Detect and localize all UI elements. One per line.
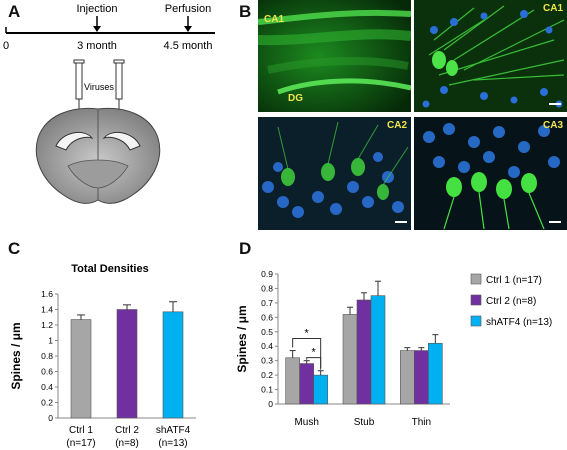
hippocampus-left <box>55 131 94 151</box>
chart-d-legend-swatch <box>470 294 482 306</box>
chart-c-ytick-label: 1.4 <box>41 305 53 315</box>
chart-d-ytick-label: 0.9 <box>261 269 273 279</box>
panel-label-c: C <box>8 239 21 258</box>
injection-time-label: 3 month <box>77 40 117 52</box>
chart-d-sig-star: * <box>312 347 317 359</box>
chart-d-category-label: Mush <box>294 417 318 428</box>
chart-c-ytick-label: 0.4 <box>41 382 53 392</box>
chart-c-category-n: (n=17) <box>66 438 95 449</box>
chart-d-sig-bracket <box>292 338 322 368</box>
chart-c-ytick-label: 1 <box>48 336 53 346</box>
chart-d-bar <box>285 357 300 405</box>
chart-d-legend-swatch <box>470 273 482 285</box>
injection-arrow-head <box>93 26 101 32</box>
chart-c-category-label: Ctrl 1 <box>69 425 93 436</box>
chart-d-category-label: Stub <box>354 417 375 428</box>
chart-d-ytick-label: 0.5 <box>261 327 273 337</box>
panel-label-a: A <box>8 2 21 21</box>
chart-d-bar <box>356 299 372 405</box>
chart-d-ytick-label: 0.2 <box>261 370 273 380</box>
chart-c-ytick-label: 0.8 <box>41 351 53 361</box>
chart-d-bar <box>342 314 358 405</box>
panel-label-b: B <box>239 2 252 21</box>
ca2-label: CA2 <box>387 120 408 131</box>
brain-lower-structure <box>67 159 129 189</box>
chart-d-ytick-label: 0.4 <box>261 341 273 351</box>
injection-label: Injection <box>77 3 118 15</box>
timeline: 0 Injection 3 month Perfusion 4.5 month <box>3 3 215 52</box>
micrograph-ca3: CA3 <box>414 117 567 230</box>
chart-d-bar <box>313 374 328 405</box>
chart-c-category-label: Ctrl 2 <box>115 425 139 436</box>
chart-d-sig-star: * <box>305 328 310 340</box>
chart-d-legend-label: shATF4 (n=13) <box>486 317 552 328</box>
chart-d-bar <box>428 343 443 405</box>
chart-c-title: Total Densities <box>71 263 148 275</box>
ca1-label: CA1 <box>543 3 564 14</box>
chart-d-legend-label: Ctrl 1 (n=17) <box>486 275 542 286</box>
chart-d-sig-bracket <box>306 357 322 370</box>
chart-c-ytick-label: 0.6 <box>41 367 53 377</box>
panel-label-d: D <box>239 239 252 258</box>
hippocampus-right <box>102 131 141 151</box>
perfusion-time-label: 4.5 month <box>164 40 213 52</box>
micrograph-hippocampus-overview: CA1 DG <box>258 0 411 112</box>
ca2-scale-bar <box>395 221 407 223</box>
spine-types-chart: 0 0.1 0.2 0.3 0.4 0.5 0.6 0.7 0.8 0.9 Spines / μm M… <box>235 269 552 428</box>
chart-c-category-n: (n=8) <box>115 438 139 449</box>
micrograph-ca2: CA2 <box>258 117 411 230</box>
micrograph-ca1: CA1 <box>414 0 567 112</box>
chart-c-bar <box>162 311 184 419</box>
ca3-label: CA3 <box>543 120 564 131</box>
perfusion-arrow-head <box>184 26 192 32</box>
viruses-label: Viruses <box>84 82 114 92</box>
chart-d-bar <box>400 350 415 405</box>
chart-c-ytick-label: 1.6 <box>41 289 53 299</box>
chart-d-bar <box>370 295 386 405</box>
perfusion-label: Perfusion <box>165 3 211 15</box>
chart-d-bar <box>414 350 429 405</box>
overview-ca1-label: CA1 <box>264 14 285 25</box>
chart-d-bar <box>299 363 314 405</box>
ca1-scale-bar <box>549 103 561 105</box>
chart-c-bar <box>116 309 138 419</box>
chart-c-ylabel: Spines / μm <box>9 322 23 389</box>
chart-d-ytick-label: 0.6 <box>261 312 273 322</box>
chart-d-ytick-label: 0.3 <box>261 356 273 366</box>
ca3-scale-bar <box>549 221 561 223</box>
overview-dg-label: DG <box>288 93 303 104</box>
chart-d-ytick-label: 0 <box>268 399 273 409</box>
chart-d-legend-swatch <box>470 315 482 327</box>
chart-d-ytick-label: 0.7 <box>261 298 273 308</box>
brain-section-illustration: Viruses <box>35 59 161 204</box>
timeline-start-label: 0 <box>3 40 9 52</box>
chart-d-ytick-label: 0.8 <box>261 283 273 293</box>
chart-d-ylabel: Spines / μm <box>235 305 249 372</box>
chart-c-bar <box>70 319 92 419</box>
chart-d-legend-label: Ctrl 2 (n=8) <box>486 296 536 307</box>
chart-d-category-label: Thin <box>412 417 431 428</box>
chart-d-ytick-label: 0.1 <box>261 385 273 395</box>
total-densities-chart: Total Densities 0 0.2 0.4 0.6 0.8 1 1.2 1.4 1.6 Sp… <box>9 263 196 449</box>
chart-c-ytick-label: 0 <box>48 413 53 423</box>
chart-c-category-n: (n=13) <box>158 438 187 449</box>
chart-c-category-label: shATF4 <box>156 425 191 436</box>
chart-c-ytick-label: 0.2 <box>41 398 53 408</box>
chart-c-ytick-label: 1.2 <box>41 320 53 330</box>
